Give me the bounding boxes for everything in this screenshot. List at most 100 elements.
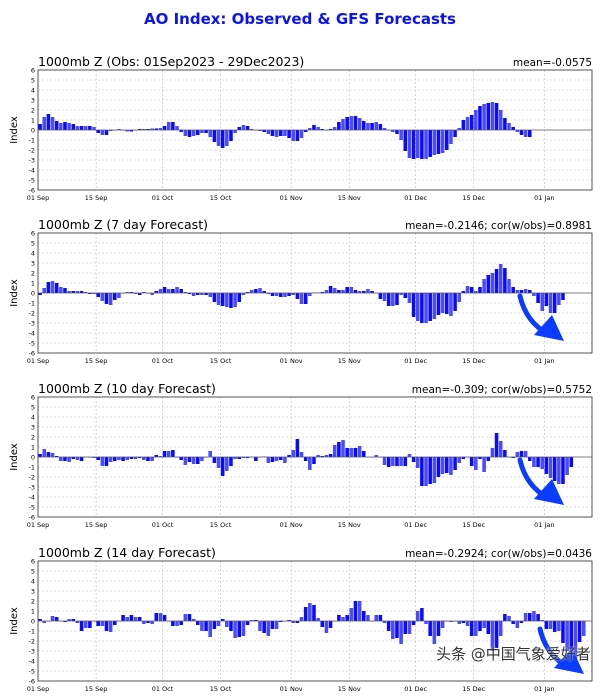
bar xyxy=(308,457,312,470)
bar xyxy=(523,613,528,621)
bar xyxy=(391,130,395,132)
bar xyxy=(332,127,337,130)
bar xyxy=(266,130,271,134)
y-tick-label: 3 xyxy=(31,97,35,105)
bar xyxy=(557,457,561,484)
bar xyxy=(67,291,71,293)
bar xyxy=(150,621,154,624)
bar xyxy=(341,290,345,293)
bar xyxy=(320,456,325,457)
bar xyxy=(59,457,63,461)
bar xyxy=(104,130,109,135)
bar xyxy=(166,122,171,130)
y-tick-label: 1 xyxy=(31,444,35,452)
bar xyxy=(482,279,486,293)
bar xyxy=(179,130,183,132)
bar xyxy=(453,457,457,470)
bar xyxy=(552,457,557,481)
bar xyxy=(337,442,341,457)
x-tick-label: 01 Dec xyxy=(404,521,427,529)
bar xyxy=(171,621,175,626)
bar xyxy=(125,292,129,293)
y-tick-label: -6 xyxy=(29,678,35,686)
bar xyxy=(38,454,42,457)
bar xyxy=(233,457,237,459)
bar xyxy=(515,452,520,457)
bar xyxy=(561,293,565,300)
bar xyxy=(162,451,167,457)
bar xyxy=(46,114,51,130)
bar xyxy=(461,621,466,623)
bar xyxy=(54,283,59,293)
x-tick-label: 01 Sep xyxy=(27,685,50,693)
x-tick-label: 01 Oct xyxy=(152,685,174,693)
bar xyxy=(308,128,312,130)
bar xyxy=(92,457,96,458)
y-tick-label: -3 xyxy=(29,320,35,328)
y-tick-label: -4 xyxy=(29,658,35,666)
bar xyxy=(349,116,354,130)
bar xyxy=(233,293,237,307)
bar xyxy=(420,293,424,323)
bar xyxy=(154,455,159,457)
bar xyxy=(328,129,333,130)
bar xyxy=(129,292,134,293)
bar xyxy=(166,451,171,457)
x-tick-label: 15 Nov xyxy=(338,521,361,529)
bar xyxy=(536,293,540,303)
bar xyxy=(150,457,154,461)
bar xyxy=(399,130,403,140)
bar xyxy=(121,457,125,461)
y-tick-label: 0 xyxy=(31,454,35,462)
bar xyxy=(440,621,445,628)
bar xyxy=(258,288,262,293)
bar xyxy=(220,457,225,476)
bar xyxy=(349,608,354,621)
bar xyxy=(511,287,515,293)
bar xyxy=(229,130,233,141)
bar xyxy=(241,457,246,458)
bar xyxy=(245,621,250,625)
bar xyxy=(507,123,511,130)
y-tick-label: -4 xyxy=(29,494,35,502)
bar xyxy=(241,293,246,295)
bar xyxy=(345,287,349,293)
bar xyxy=(382,621,387,623)
bar xyxy=(391,621,395,639)
bar xyxy=(395,621,399,638)
y-tick-label: 6 xyxy=(31,230,35,238)
plot-frame xyxy=(37,232,593,354)
y-tick-label: 3 xyxy=(31,588,35,596)
bar xyxy=(341,617,345,621)
bar xyxy=(403,457,408,466)
bar xyxy=(42,621,46,623)
y-tick-label: -3 xyxy=(29,157,35,165)
bar xyxy=(569,621,574,659)
bar xyxy=(544,293,549,306)
x-tick-label: 01 Jan xyxy=(534,521,554,529)
bar xyxy=(486,103,491,130)
x-tick-label: 01 Nov xyxy=(280,357,303,365)
bar xyxy=(179,289,183,293)
y-tick-label: 0 xyxy=(31,290,35,298)
bar xyxy=(386,621,391,631)
bar xyxy=(362,291,366,293)
y-tick-label: 2 xyxy=(31,434,35,442)
bar xyxy=(166,289,171,293)
bar xyxy=(565,457,569,475)
bar xyxy=(482,621,486,628)
bar xyxy=(407,293,412,303)
bar xyxy=(324,290,329,293)
y-tick-label: 6 xyxy=(31,558,35,566)
bar xyxy=(465,286,470,293)
bar xyxy=(50,616,55,621)
bar xyxy=(341,119,345,130)
bar xyxy=(183,130,188,136)
bar xyxy=(474,291,478,293)
bar xyxy=(494,103,499,130)
bar xyxy=(75,126,80,130)
bar xyxy=(295,621,300,623)
bar xyxy=(108,130,113,131)
bar xyxy=(528,457,532,461)
bar xyxy=(490,102,495,130)
